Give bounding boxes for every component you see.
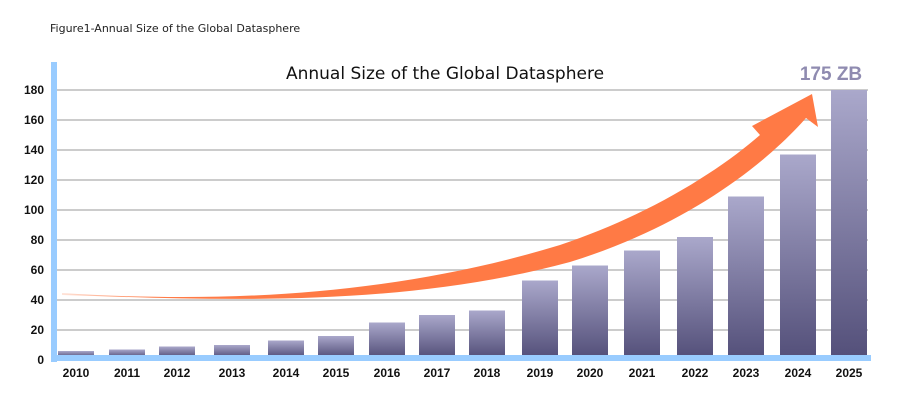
x-tick-label: 2015: [323, 366, 350, 380]
x-tick-label: 2011: [114, 366, 140, 380]
bar-2013: [214, 345, 250, 357]
y-tick-label: 40: [31, 293, 45, 307]
y-tick-label: 20: [31, 323, 45, 337]
y-axis: [51, 62, 57, 362]
figure-caption: Figure1-Annual Size of the Global Datasp…: [50, 22, 301, 35]
bar-2017: [419, 315, 455, 357]
x-axis: [51, 355, 871, 361]
y-tick-label: 160: [24, 113, 44, 127]
bar-2019: [522, 280, 558, 357]
x-tick-label: 2023: [733, 366, 760, 380]
bar-2014: [268, 340, 304, 357]
annotation-175zb: 175 ZB: [800, 64, 862, 85]
y-tick-label: 100: [24, 203, 44, 217]
bar-2022: [677, 237, 713, 357]
x-tick-label: 2010: [63, 366, 90, 380]
bar-2010: [58, 351, 94, 357]
x-tick-label: 2018: [474, 366, 501, 380]
y-tick-label: 120: [24, 173, 44, 187]
x-tick-label: 2020: [577, 366, 604, 380]
x-tick-label: 2021: [629, 366, 656, 380]
y-tick-label: 60: [31, 263, 45, 277]
y-tick-label: 0: [37, 353, 44, 367]
x-tick-label: 2016: [374, 366, 401, 380]
x-tick-label: 2017: [424, 366, 451, 380]
x-tick-label: 2025: [836, 366, 863, 380]
bar-2016: [369, 322, 405, 357]
bar-2025: [831, 90, 867, 357]
x-tick-label: 2014: [273, 366, 300, 380]
bar-2012: [159, 346, 195, 357]
y-tick-label: 140: [24, 143, 44, 157]
x-tick-label: 2022: [682, 366, 709, 380]
y-tick-label: 180: [24, 83, 44, 97]
bar-2018: [469, 310, 505, 357]
y-axis-ticks: 0 20 40 60 80 100 120 140 160 180: [24, 83, 44, 367]
bar-2015: [318, 336, 354, 357]
bar-2024: [780, 154, 816, 357]
bars: [58, 90, 867, 357]
chart-title: Annual Size of the Global Datasphere: [286, 64, 604, 84]
bar-2021: [624, 250, 660, 357]
bar-2020: [572, 265, 608, 357]
y-tick-label: 80: [31, 233, 45, 247]
x-tick-label: 2013: [219, 366, 246, 380]
bar-2011: [109, 349, 145, 357]
x-tick-label: 2012: [164, 366, 191, 380]
x-tick-label: 2024: [785, 366, 812, 380]
x-axis-ticks: 2010 2011 2012 2013 2014 2015 2016 2017 2018 2019…: [63, 366, 863, 380]
x-tick-label: 2019: [527, 366, 554, 380]
bar-2023: [728, 196, 764, 357]
